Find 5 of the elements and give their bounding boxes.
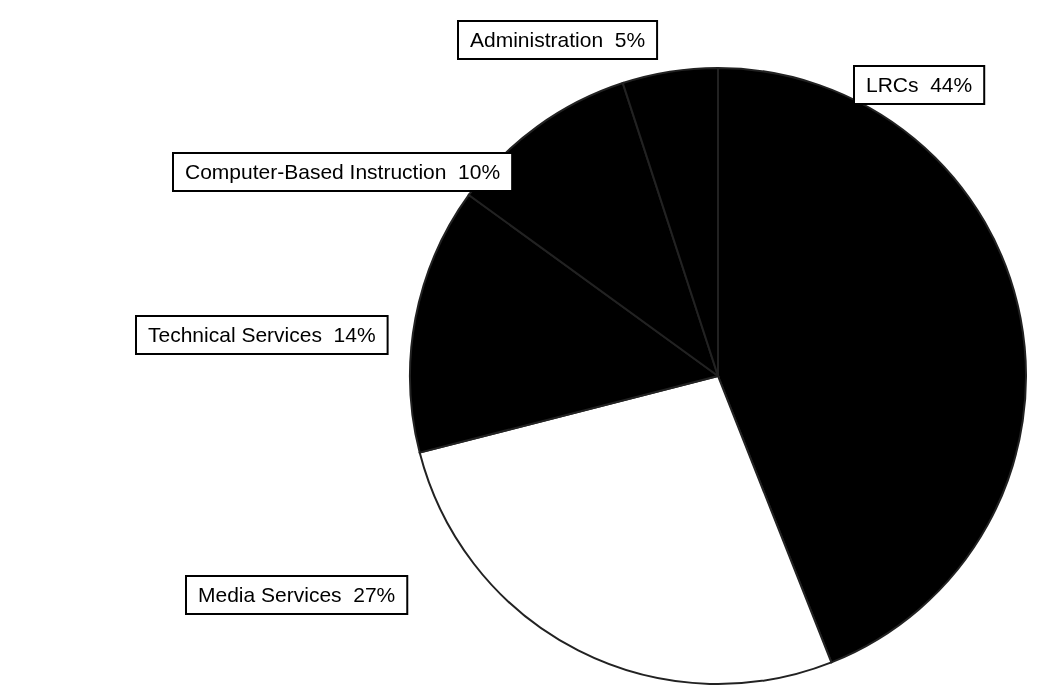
slice-label: LRCs 44% <box>866 73 973 97</box>
slice-label: Administration 5% <box>470 28 646 52</box>
slice-label: Media Services 27% <box>198 583 396 607</box>
slice-label: Technical Services 14% <box>148 323 376 347</box>
slice-label: Computer-Based Instruction 10% <box>185 160 501 184</box>
